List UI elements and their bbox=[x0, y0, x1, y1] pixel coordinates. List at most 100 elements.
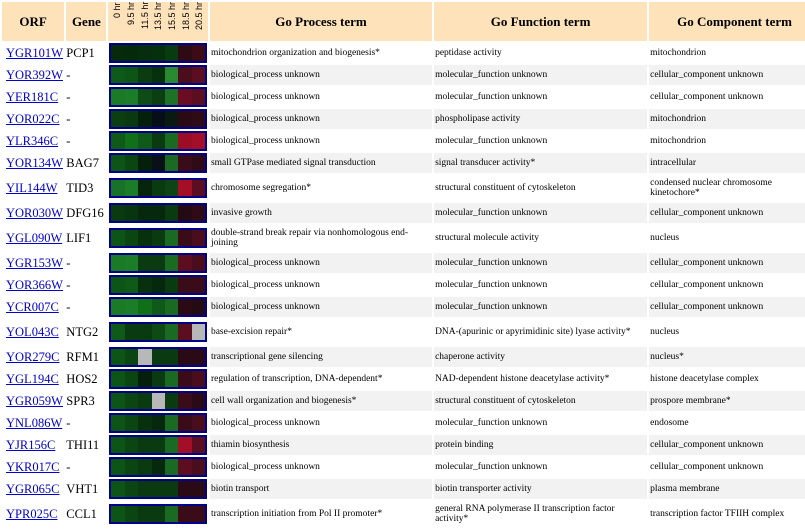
orf-link[interactable]: YOR134W bbox=[6, 155, 63, 170]
orf-link[interactable]: YOR279C bbox=[6, 349, 60, 364]
orf-link[interactable]: YGR101W bbox=[6, 45, 63, 60]
heatmap-square bbox=[178, 324, 192, 340]
heatmap-square bbox=[178, 393, 192, 409]
heatmap-square bbox=[124, 67, 139, 83]
heatmap-square bbox=[111, 155, 125, 171]
go-function-term: phospholipase activity bbox=[434, 109, 648, 129]
heatmap-square bbox=[151, 45, 165, 61]
go-component-term: plasma membrane bbox=[649, 479, 805, 499]
heatmap-square bbox=[151, 506, 165, 522]
orf-link[interactable]: YOR366W bbox=[6, 277, 63, 292]
go-component-term: mitochondrion bbox=[650, 48, 707, 58]
orf-cell: YOR392W bbox=[2, 65, 64, 85]
table-row: YPR025C CCL1 transcription initiation from… bbox=[2, 501, 805, 527]
heatmap-square bbox=[178, 415, 192, 431]
heatmap-square bbox=[124, 111, 139, 127]
timepoint-label: 20.5 hr bbox=[194, 2, 205, 31]
heatmap-square bbox=[138, 230, 152, 246]
go-function-term: NAD-dependent histone deacetylase activi… bbox=[435, 374, 610, 384]
heatmap-square bbox=[164, 415, 179, 431]
orf-cell: YGR101W bbox=[2, 43, 64, 63]
go-process-term: small GTPase mediated signal transductio… bbox=[209, 153, 433, 173]
go-component-term: transcription factor TFIIH complex bbox=[650, 509, 785, 519]
go-component-term: nucleus bbox=[650, 233, 680, 243]
heatmap-square bbox=[191, 349, 205, 365]
orf-link[interactable]: YKR017C bbox=[6, 459, 60, 474]
heatmap-square bbox=[111, 437, 125, 453]
heatmap-square bbox=[151, 180, 165, 196]
expression-heatmap-cell bbox=[108, 297, 207, 317]
expression-heatmap bbox=[109, 228, 207, 248]
header-row: ORF Gene 0 hr 9.5 hr 11.5 hr 13.5 hr 15.5 hr… bbox=[2, 2, 805, 41]
heatmap-square bbox=[138, 89, 152, 105]
orf-link[interactable]: YOR022C bbox=[6, 111, 60, 126]
expression-heatmap-cell bbox=[108, 319, 207, 345]
gene-name: - bbox=[66, 133, 71, 148]
orf-link[interactable]: YGR059W bbox=[6, 393, 63, 408]
orf-link[interactable]: YNL086W bbox=[6, 415, 63, 430]
go-component-term: nucleus bbox=[650, 327, 680, 337]
go-component-term: intracellular bbox=[649, 153, 805, 173]
heatmap-square bbox=[138, 299, 152, 315]
heatmap-square bbox=[164, 230, 179, 246]
orf-link[interactable]: YCR007C bbox=[6, 299, 59, 314]
heatmap-square bbox=[111, 277, 125, 293]
orf-link[interactable]: YGR065C bbox=[6, 481, 60, 496]
header-component: Go Component term bbox=[649, 2, 805, 41]
go-process-term: biological_process unknown bbox=[210, 92, 320, 102]
heatmap-square bbox=[124, 415, 139, 431]
heatmap-square bbox=[191, 133, 205, 149]
heatmap-square bbox=[164, 111, 179, 127]
heatmap-square bbox=[151, 277, 165, 293]
table-row: YKR017C - biological_process unknown molecu… bbox=[2, 457, 805, 477]
go-function-term: molecular_function unknown bbox=[435, 280, 548, 290]
heatmap-square bbox=[151, 349, 165, 365]
orf-link[interactable]: YLR346C bbox=[6, 133, 59, 148]
orf-link[interactable]: YJR156C bbox=[6, 437, 56, 452]
heatmap-square bbox=[178, 255, 192, 271]
table-row: YNL086W - biological_process unknown molecu… bbox=[2, 413, 805, 433]
heatmap-square bbox=[151, 133, 165, 149]
go-process-term: biological_process unknown bbox=[209, 253, 433, 273]
orf-cell: YOR366W bbox=[2, 275, 64, 295]
heatmap-square bbox=[111, 180, 125, 196]
orf-link[interactable]: YER181C bbox=[6, 89, 59, 104]
go-function-term: general RNA polymerase II transcription … bbox=[435, 504, 615, 524]
expression-heatmap-cell bbox=[108, 457, 207, 477]
gene-name: - bbox=[66, 111, 71, 126]
go-function-term: structural constituent of cytoskeleton bbox=[434, 391, 648, 411]
heatmap-square bbox=[124, 349, 139, 365]
orf-cell: YKR017C bbox=[2, 457, 64, 477]
orf-link[interactable]: YGR153W bbox=[6, 255, 63, 270]
go-process-term: chromosome segregation* bbox=[210, 183, 311, 193]
go-function-term: molecular_function unknown bbox=[434, 253, 648, 273]
expression-heatmap bbox=[109, 369, 207, 389]
go-process-term: biological_process unknown bbox=[210, 418, 320, 428]
go-component-term: condensed nuclear chromosome kinetochore… bbox=[650, 178, 772, 198]
orf-cell: YCR007C bbox=[2, 297, 64, 317]
heatmap-square bbox=[124, 180, 139, 196]
orf-link[interactable]: YOR030W bbox=[6, 205, 63, 220]
go-function-term: molecular_function unknown bbox=[434, 297, 648, 317]
heatmap-square bbox=[138, 45, 152, 61]
heatmap-square bbox=[138, 459, 152, 475]
expression-heatmap-cell bbox=[108, 225, 207, 251]
gene-name: PCP1 bbox=[66, 45, 95, 60]
heatmap-square bbox=[164, 180, 179, 196]
heatmap-square bbox=[164, 89, 179, 105]
gene-name: RFM1 bbox=[66, 349, 99, 364]
heatmap-square bbox=[151, 415, 165, 431]
orf-link[interactable]: YGL194C bbox=[6, 371, 59, 386]
orf-cell: YGL090W bbox=[2, 225, 64, 251]
orf-link[interactable]: YGL090W bbox=[6, 230, 63, 245]
orf-link[interactable]: YOR392W bbox=[6, 67, 63, 82]
orf-link[interactable]: YIL144W bbox=[6, 180, 58, 195]
orf-link[interactable]: YOL043C bbox=[6, 324, 59, 339]
heatmap-square bbox=[138, 277, 152, 293]
go-process-term: regulation of transcription, DNA-depende… bbox=[210, 374, 383, 384]
orf-cell: YOR030W bbox=[2, 203, 64, 223]
heatmap-square bbox=[124, 506, 139, 522]
expression-heatmap bbox=[109, 65, 207, 85]
expression-heatmap-cell bbox=[108, 501, 207, 527]
orf-link[interactable]: YPR025C bbox=[6, 506, 58, 521]
